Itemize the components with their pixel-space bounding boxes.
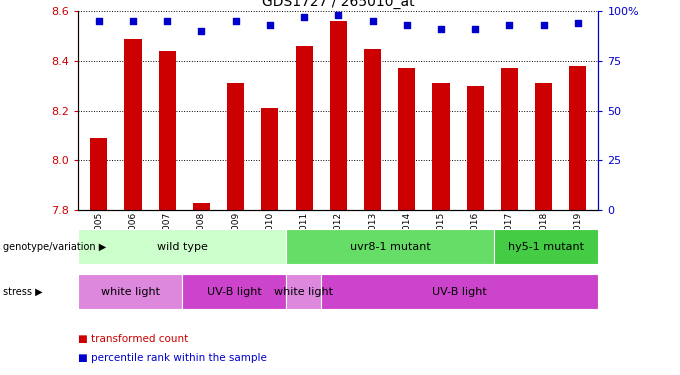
Bar bbox=[78, 229, 286, 264]
Text: ■ percentile rank within the sample: ■ percentile rank within the sample bbox=[78, 353, 267, 363]
Point bbox=[333, 12, 343, 18]
Bar bbox=[321, 274, 598, 309]
Bar bbox=[330, 21, 347, 210]
Bar bbox=[296, 46, 313, 210]
Point bbox=[93, 18, 104, 24]
Point bbox=[162, 18, 173, 24]
Point bbox=[299, 14, 309, 20]
Bar bbox=[494, 229, 598, 264]
Text: UV-B light: UV-B light bbox=[432, 286, 487, 297]
Title: GDS1727 / 265010_at: GDS1727 / 265010_at bbox=[262, 0, 415, 9]
Point bbox=[470, 26, 481, 32]
Bar bbox=[535, 83, 552, 210]
Point bbox=[196, 28, 207, 34]
Text: uvr8-1 mutant: uvr8-1 mutant bbox=[350, 242, 430, 252]
Text: white light: white light bbox=[274, 286, 333, 297]
Bar bbox=[398, 68, 415, 210]
Bar bbox=[193, 202, 210, 210]
Text: hy5-1 mutant: hy5-1 mutant bbox=[509, 242, 584, 252]
Point bbox=[573, 20, 583, 26]
Bar bbox=[286, 274, 321, 309]
Bar bbox=[364, 48, 381, 210]
Point bbox=[265, 22, 275, 28]
Point bbox=[367, 18, 378, 24]
Bar bbox=[501, 68, 518, 210]
Bar bbox=[569, 66, 586, 210]
Bar bbox=[78, 274, 182, 309]
Text: genotype/variation ▶: genotype/variation ▶ bbox=[3, 242, 107, 252]
Bar bbox=[158, 51, 175, 210]
Bar bbox=[227, 83, 244, 210]
Bar bbox=[466, 86, 483, 210]
Bar bbox=[90, 138, 107, 210]
Text: white light: white light bbox=[101, 286, 160, 297]
Point bbox=[435, 26, 446, 32]
Bar bbox=[261, 108, 278, 210]
Point bbox=[504, 22, 515, 28]
Point bbox=[128, 18, 139, 24]
Bar bbox=[124, 39, 141, 210]
Point bbox=[401, 22, 412, 28]
Point bbox=[231, 18, 241, 24]
Text: stress ▶: stress ▶ bbox=[3, 286, 43, 297]
Text: wild type: wild type bbox=[157, 242, 207, 252]
Bar bbox=[286, 229, 494, 264]
Text: ■ transformed count: ■ transformed count bbox=[78, 334, 188, 344]
Point bbox=[538, 22, 549, 28]
Bar bbox=[182, 274, 286, 309]
Text: UV-B light: UV-B light bbox=[207, 286, 262, 297]
Bar bbox=[432, 83, 449, 210]
